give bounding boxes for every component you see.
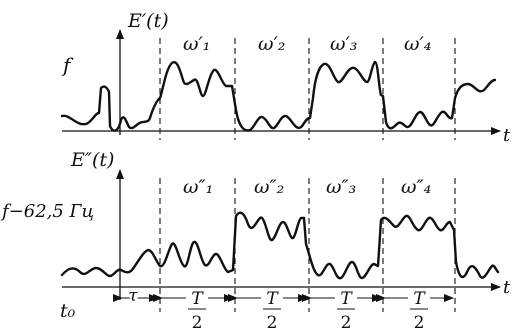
bottom-axis-label: E″(t) xyxy=(70,149,114,171)
interval-1-fraction: T 2 xyxy=(186,288,208,334)
bottom-omega-2: ω″₂ xyxy=(254,176,284,198)
top-omega-2: ω′₂ xyxy=(258,33,285,55)
interval-1-denominator: 2 xyxy=(192,313,203,333)
t0-label: t₀ xyxy=(60,300,76,322)
interval-4-numerator: T xyxy=(413,289,426,309)
interval-1-numerator: T xyxy=(191,289,204,309)
interval-3-denominator: 2 xyxy=(341,313,352,333)
top-waveform xyxy=(60,60,497,132)
top-omega-1: ω′₁ xyxy=(183,33,210,55)
top-axis-label: E′(t) xyxy=(127,10,169,32)
interval-2-denominator: 2 xyxy=(267,313,278,333)
interval-3-numerator: T xyxy=(340,289,353,309)
top-omega-4: ω′₄ xyxy=(404,33,431,55)
bottom-omega-4: ω″₄ xyxy=(401,176,431,198)
bottom-f-label: f−62,5 Гц xyxy=(0,201,94,222)
interval-4-fraction: T 2 xyxy=(408,288,430,334)
top-t-label: t xyxy=(503,125,511,146)
top-f-label: f xyxy=(61,53,74,77)
tau-label: τ xyxy=(128,286,138,306)
interval-2-fraction: T 2 xyxy=(261,288,283,334)
interval-2-numerator: T xyxy=(266,289,279,309)
interval-3-fraction: T 2 xyxy=(335,288,357,334)
bottom-waveform xyxy=(60,211,500,280)
bottom-omega-1: ω″₁ xyxy=(183,176,213,198)
interval-4-denominator: 2 xyxy=(414,313,425,333)
bottom-omega-3: ω″₃ xyxy=(326,176,356,198)
top-omega-3: ω′₃ xyxy=(330,33,357,55)
bottom-t-label: t xyxy=(503,277,511,298)
